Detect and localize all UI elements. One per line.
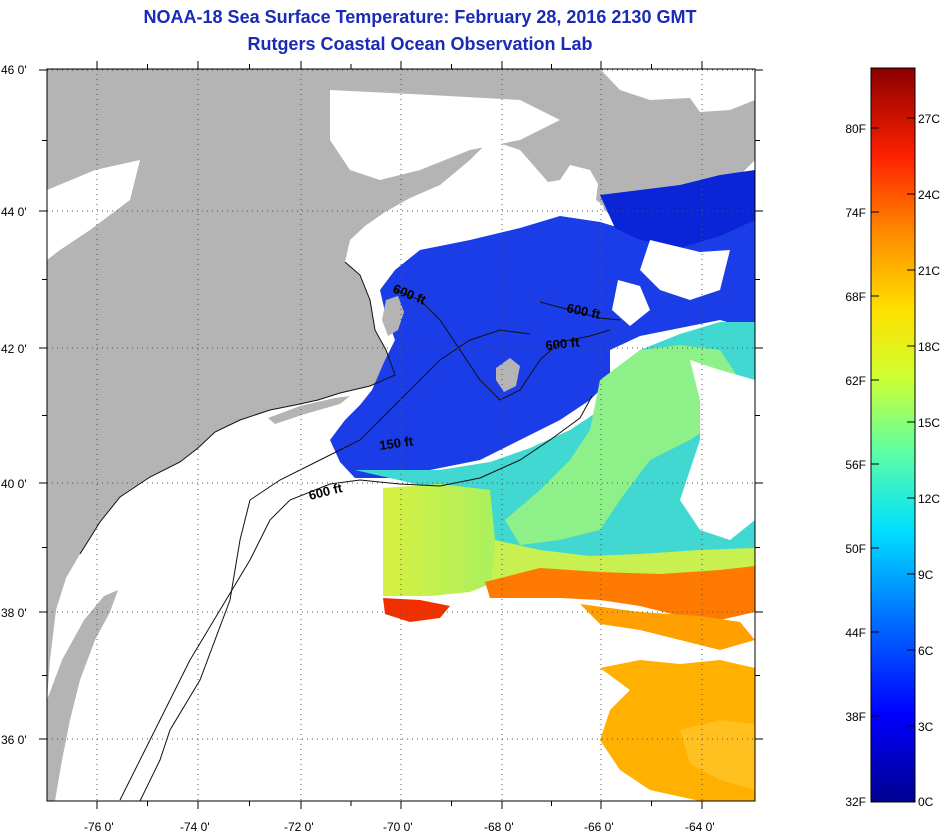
island-nantucket (496, 358, 520, 392)
colorbar-c-label: 15C (918, 416, 940, 430)
contour-label: 600 ft (545, 334, 581, 353)
map-title: NOAA-18 Sea Surface Temperature: Februar… (143, 7, 697, 27)
colorbar-c-label: 24C (918, 188, 940, 202)
colorbar-f-label: 56F (845, 458, 866, 472)
land-long-island (268, 396, 350, 424)
contour-600ft (539, 301, 621, 321)
colorbar-c-label: 9C (918, 568, 934, 582)
sst-gulf-stream (383, 598, 450, 622)
sst-mixed-water (505, 345, 740, 545)
colorbar-c-label: 21C (918, 264, 940, 278)
land-mass (47, 69, 755, 700)
lon-label: -72 0' (284, 820, 314, 834)
cloud-patch (612, 280, 650, 326)
cloud-patch (330, 90, 560, 180)
colorbar-f-label: 62F (845, 374, 866, 388)
colorbar-f-label: 38F (845, 710, 866, 724)
latitude-labels: 46 0' 44 0' 42 0' 40 0' 38 0' 36 0' (1, 63, 27, 747)
colorbar-fahrenheit-labels: 80F 74F 68F 62F 56F 50F 44F 38F 32F (845, 122, 866, 809)
sst-gulf-stream (580, 604, 755, 650)
colorbar-c-label: 6C (918, 644, 934, 658)
coastline (79, 261, 396, 555)
lat-label: 38 0' (1, 606, 27, 620)
colorbar-f-label: 74F (845, 206, 866, 220)
contour-600ft (394, 289, 611, 401)
lon-label: -66 0' (584, 820, 614, 834)
colorbar-f-label: 80F (845, 122, 866, 136)
sst-cold-water (600, 170, 755, 248)
cloud-patch (680, 360, 755, 540)
colorbar (870, 67, 916, 803)
cloud-patch (365, 186, 590, 262)
lat-label: 46 0' (1, 63, 27, 77)
sst-warm-patch (383, 484, 500, 596)
lon-label: -74 0' (180, 820, 210, 834)
lat-label: 40 0' (1, 477, 27, 491)
lon-label: -70 0' (383, 820, 413, 834)
cloud-patch (47, 160, 140, 260)
contour-label: 600 ft (565, 300, 602, 322)
colorbar-celsius-labels: 27C 24C 21C 18C 15C 12C 9C 6C 3C 0C (918, 112, 940, 809)
longitude-labels: -76 0' -74 0' -72 0' -70 0' -68 0' -66 0… (84, 820, 715, 834)
cloud-patch (640, 240, 730, 300)
lat-label: 42 0' (1, 342, 27, 356)
colorbar-f-label: 50F (845, 542, 866, 556)
lat-label: 44 0' (1, 205, 27, 219)
contour-150ft (139, 329, 531, 801)
sst-gulf-stream (485, 566, 755, 620)
lon-label: -64 0' (685, 820, 715, 834)
map-ticks (39, 61, 763, 809)
colorbar-c-label: 3C (918, 720, 934, 734)
map-graticule (47, 69, 755, 801)
colorbar-c-label: 0C (918, 795, 934, 809)
contour-label: 150 ft (378, 433, 414, 453)
island-cape-cod (382, 296, 404, 336)
land-delmarva (47, 590, 118, 801)
sst-southern-water (680, 720, 755, 790)
lat-label: 36 0' (1, 733, 27, 747)
lon-label: -68 0' (484, 820, 514, 834)
contour-600ft (119, 395, 593, 801)
colorbar-f-label: 44F (845, 626, 866, 640)
colorbar-f-label: 68F (845, 290, 866, 304)
colorbar-c-label: 12C (918, 492, 940, 506)
colorbar-f-label: 32F (845, 795, 866, 809)
lon-label: -76 0' (84, 820, 114, 834)
map-subtitle: Rutgers Coastal Ocean Observation Lab (247, 34, 593, 54)
colorbar-ticks (871, 117, 915, 727)
colorbar-c-label: 18C (918, 340, 940, 354)
colorbar-c-label: 27C (918, 112, 940, 126)
